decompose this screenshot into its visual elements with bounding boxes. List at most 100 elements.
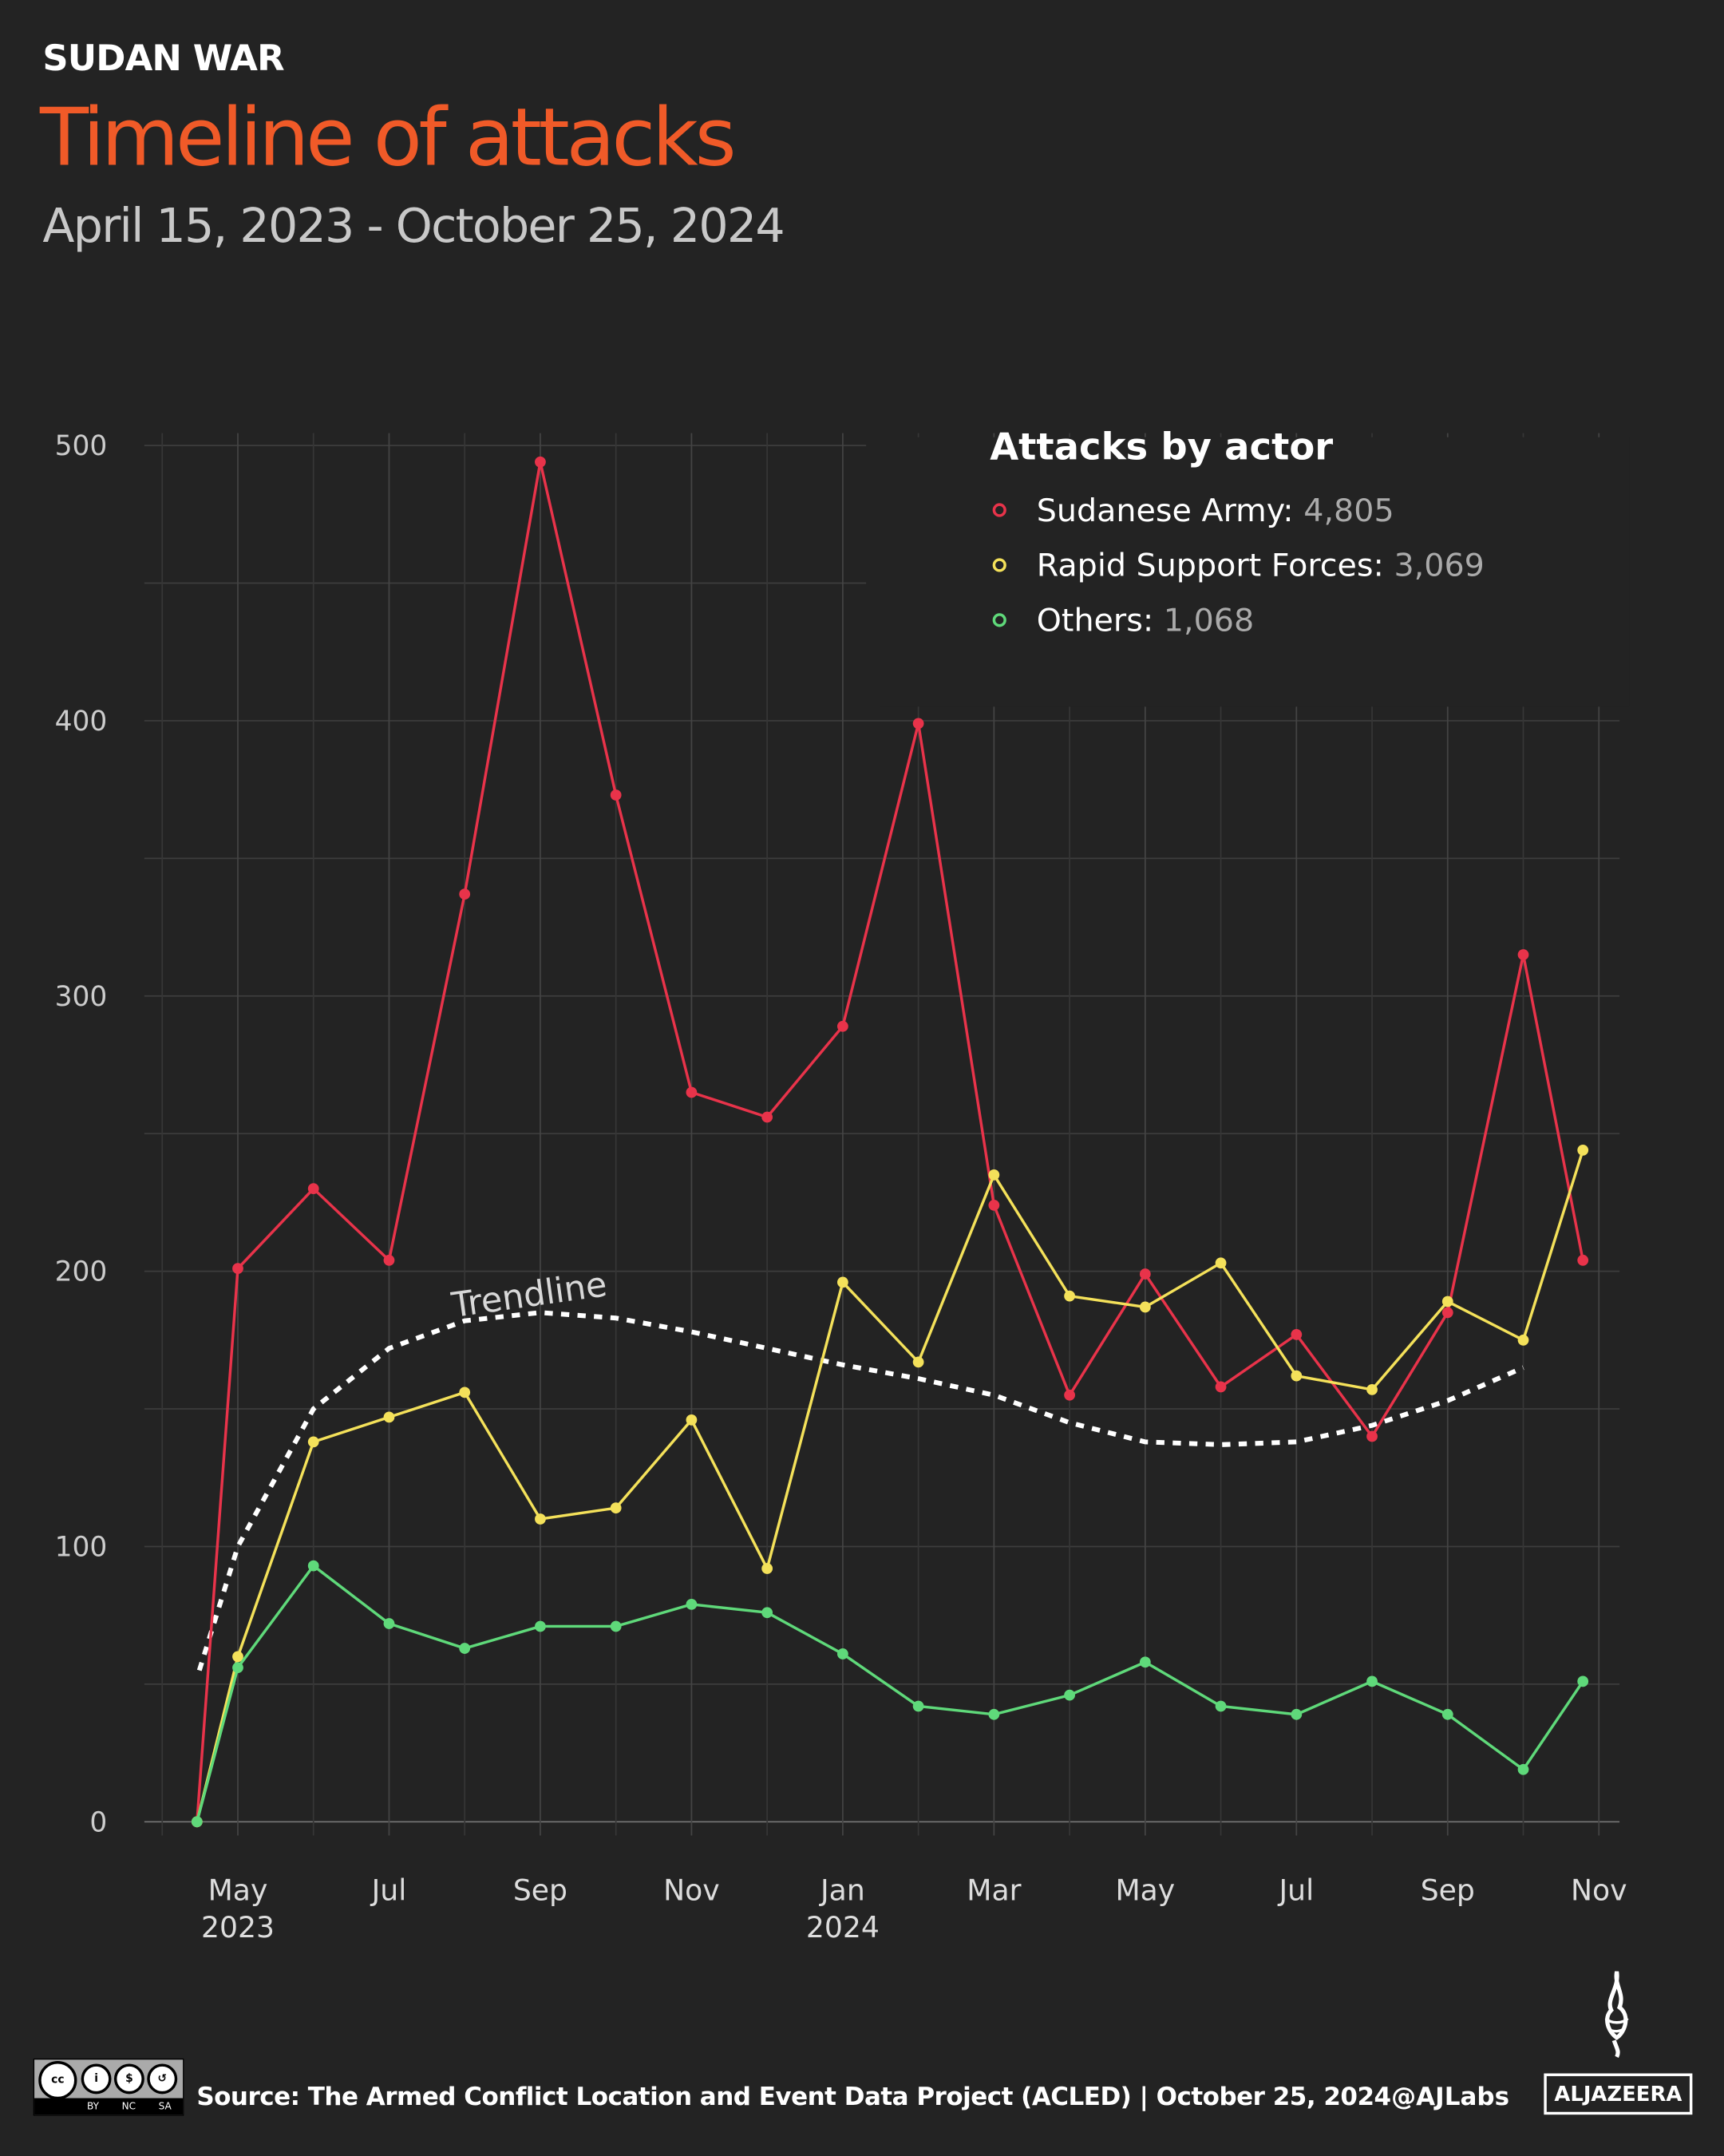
data-point — [912, 1356, 924, 1368]
data-point — [912, 1700, 924, 1712]
y-tick-label: 500 — [55, 430, 108, 462]
trendline — [196, 1310, 1524, 1671]
data-point — [1139, 1656, 1151, 1668]
data-point — [1064, 1389, 1075, 1401]
data-point — [383, 1411, 395, 1423]
data-point — [1577, 1144, 1589, 1156]
legend-marker — [992, 558, 1006, 572]
data-point — [459, 1643, 471, 1654]
legend-series-total: 1,068 — [1164, 603, 1254, 639]
series-line-sudanese-army — [196, 461, 1584, 1822]
series-line-others — [196, 1564, 1584, 1822]
page-title: Timeline of attacks — [39, 90, 737, 184]
legend: Attacks by actor Sudanese Army: 4,805 Rap… — [990, 425, 1485, 639]
data-point — [1517, 949, 1529, 960]
sa-icon: ↺ — [147, 2063, 178, 2095]
x-tick-label: Nov — [1571, 1873, 1627, 1907]
data-point — [1215, 1700, 1227, 1712]
data-point — [383, 1618, 395, 1629]
x-tick-label: May — [1115, 1873, 1175, 1907]
data-point — [1577, 1675, 1589, 1687]
legend-item: Others: 1,068 — [1037, 603, 1254, 639]
data-point — [459, 888, 471, 900]
data-point — [535, 456, 546, 468]
data-point — [988, 1199, 1000, 1211]
data-point — [1366, 1430, 1378, 1442]
legend-series-total: 4,805 — [1303, 493, 1394, 529]
data-point — [610, 1620, 622, 1632]
legend-series-name: Sudanese Army: — [1037, 493, 1304, 529]
series-line-rapid-support-forces — [196, 1149, 1584, 1822]
ajlabs-handle: @AJLabs — [1391, 2083, 1510, 2112]
y-tick-label: 300 — [55, 981, 108, 1013]
data-point — [1139, 1268, 1151, 1280]
nc-icon: $ — [113, 2063, 144, 2095]
data-point — [610, 789, 622, 801]
x-tick-label: May — [208, 1873, 268, 1907]
data-point — [761, 1563, 773, 1574]
data-point — [1291, 1708, 1303, 1720]
data-point — [686, 1598, 698, 1610]
data-point — [1215, 1257, 1227, 1269]
data-point — [232, 1662, 243, 1674]
source-note: Source: The Armed Conflict Location and … — [196, 2083, 1391, 2112]
data-point — [232, 1651, 243, 1663]
data-point — [836, 1648, 848, 1660]
data-point — [610, 1502, 622, 1514]
cc-icon: cc — [38, 2061, 77, 2100]
data-point — [307, 1183, 319, 1195]
data-point — [1441, 1296, 1453, 1307]
x-tick-year-label: 2023 — [201, 1910, 275, 1944]
data-point — [191, 1816, 203, 1828]
y-tick-label: 100 — [55, 1532, 108, 1564]
aljazeera-calligraphy-logo-icon — [1604, 1971, 1629, 2058]
data-point — [988, 1708, 1000, 1720]
y-tick-label: 200 — [55, 1256, 108, 1288]
x-tick-label: Jul — [370, 1873, 407, 1907]
creative-commons-license-icon: cc i $ ↺ BY NC SA — [33, 2058, 184, 2116]
x-tick-label: Nov — [663, 1873, 720, 1907]
by-icon: i — [81, 2063, 112, 2095]
data-point — [1064, 1689, 1075, 1701]
data-point — [1517, 1334, 1529, 1346]
y-tick-label: 0 — [89, 1806, 107, 1838]
legend-series-name: Others: — [1037, 603, 1164, 639]
data-point — [761, 1111, 773, 1123]
legend-title: Attacks by actor — [990, 425, 1333, 468]
data-point — [535, 1513, 546, 1525]
date-range-subtitle: April 15, 2023 - October 25, 2024 — [42, 199, 785, 255]
x-tick-label: Mar — [967, 1873, 1021, 1907]
x-tick-label: Sep — [1421, 1873, 1475, 1907]
legend-item: Rapid Support Forces: 3,069 — [1037, 548, 1485, 584]
y-tick-label: 400 — [55, 706, 108, 738]
data-point — [307, 1560, 319, 1572]
data-point — [459, 1387, 471, 1398]
data-point — [836, 1020, 848, 1032]
data-point — [836, 1276, 848, 1288]
data-point — [1517, 1763, 1529, 1775]
data-point — [1064, 1290, 1075, 1302]
x-tick-label: Jan — [819, 1873, 865, 1907]
data-point — [1366, 1384, 1378, 1395]
legend-series-name: Rapid Support Forces: — [1037, 548, 1394, 584]
data-point — [1215, 1381, 1227, 1393]
aljazeera-logo: ALJAZEERA — [1544, 2073, 1693, 2115]
kicker: SUDAN WAR — [42, 38, 284, 80]
data-point — [988, 1169, 1000, 1181]
data-point — [912, 718, 924, 730]
x-tick-label: Jul — [1277, 1873, 1314, 1907]
x-tick-label: Sep — [513, 1873, 567, 1907]
data-point — [1291, 1329, 1303, 1340]
data-point — [1441, 1307, 1453, 1319]
data-point — [686, 1414, 698, 1426]
nc-label: NC — [121, 2100, 136, 2112]
data-point — [761, 1607, 773, 1619]
legend-series-total: 3,069 — [1394, 548, 1484, 584]
data-point — [383, 1254, 395, 1266]
legend-marker — [992, 613, 1006, 627]
data-point — [307, 1436, 319, 1448]
data-point — [1577, 1254, 1589, 1266]
data-point — [1366, 1675, 1378, 1687]
